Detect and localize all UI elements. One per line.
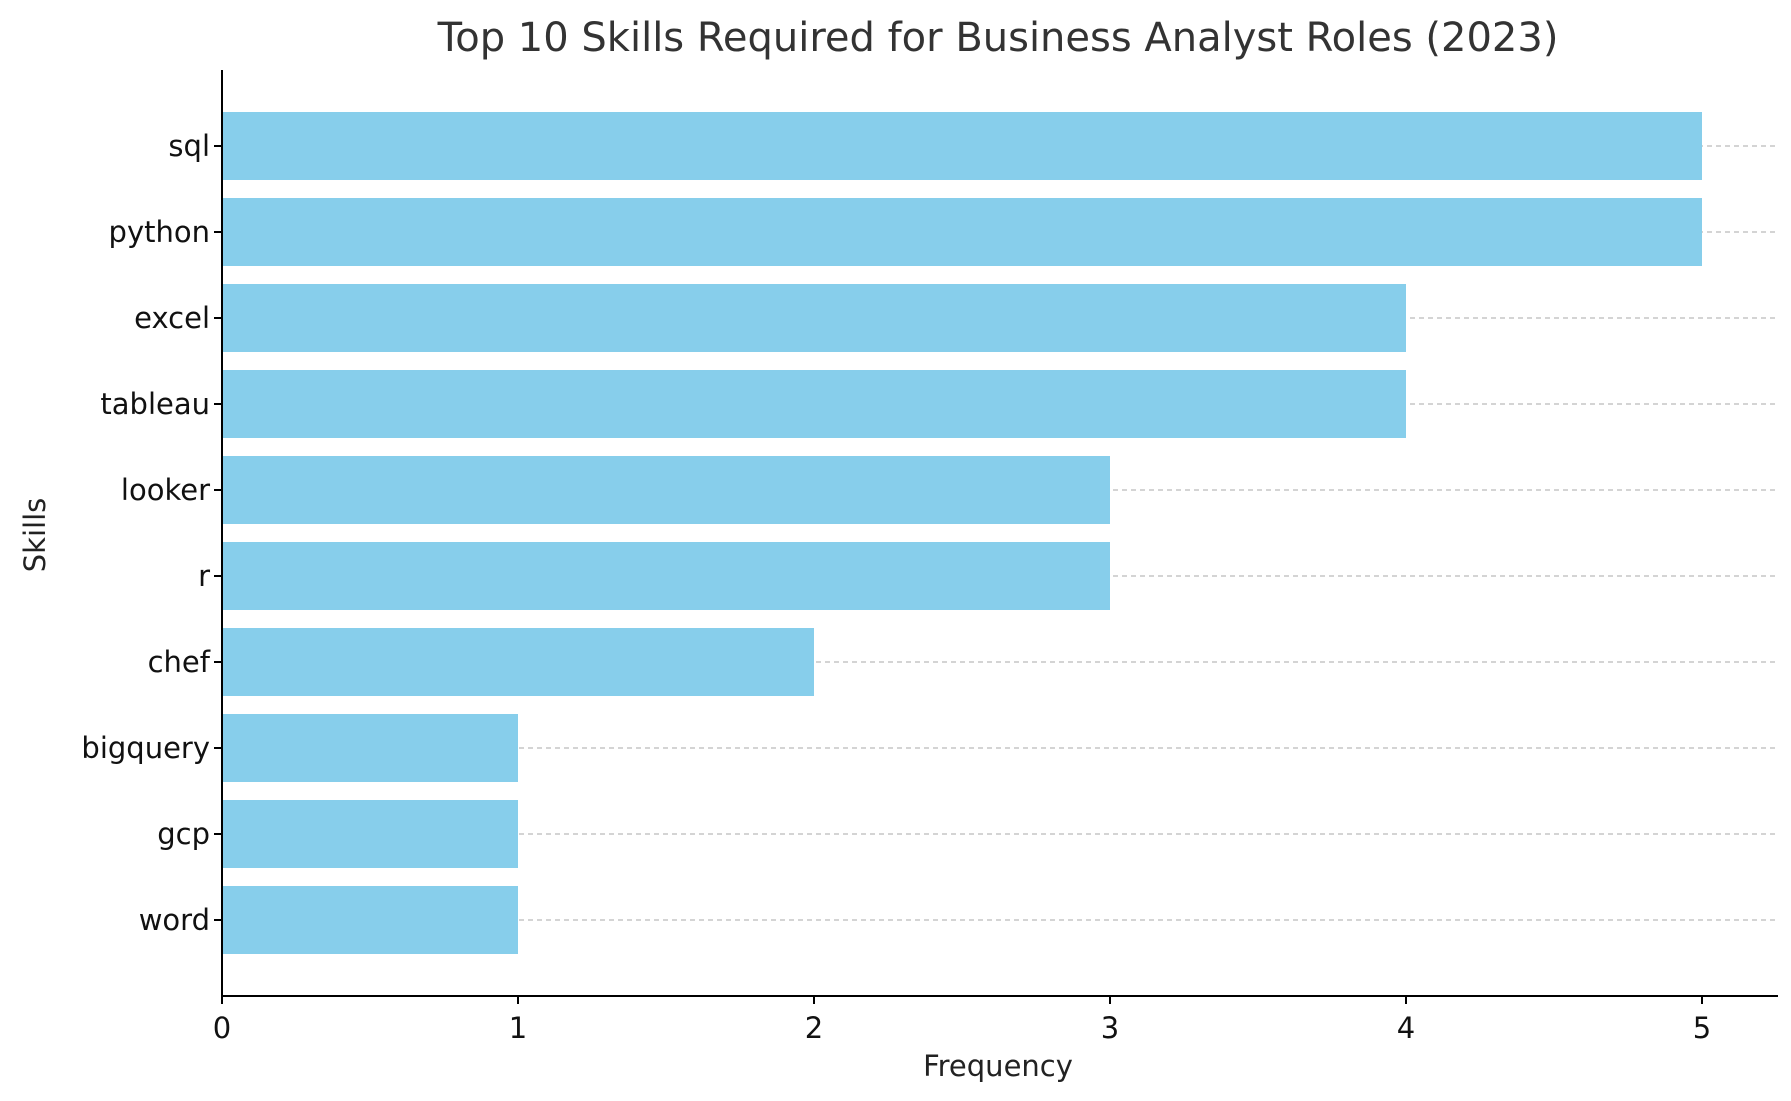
y-tick-labels: sql python excel tableau looker r chef bigquery… (81, 129, 222, 937)
bar-tableau (222, 370, 1406, 438)
bars-layer (222, 112, 1702, 954)
x-tick-label-5: 5 (1693, 1011, 1711, 1045)
x-axis-label: Frequency (923, 1049, 1073, 1083)
y-tick-label-word: word (139, 903, 210, 937)
axes-layer (221, 70, 1778, 997)
y-tick-label-looker: looker (121, 473, 210, 507)
bar-chef (222, 628, 814, 696)
x-tick-label-2: 2 (805, 1011, 823, 1045)
bar-python (222, 198, 1702, 266)
y-tick-label-tableau: tableau (100, 387, 210, 421)
y-tick-label-r: r (198, 559, 210, 593)
y-tick-label-sql: sql (168, 129, 210, 163)
bar-looker (222, 456, 1110, 524)
x-tick-label-4: 4 (1397, 1011, 1415, 1045)
y-tick-label-chef: chef (148, 645, 211, 679)
x-tick-label-1: 1 (509, 1011, 527, 1045)
y-tick-label-excel: excel (134, 301, 210, 335)
bar-r (222, 542, 1110, 610)
x-tick-labels: 0 1 2 3 4 5 (213, 996, 1711, 1045)
bar-gcp (222, 800, 518, 868)
y-axis-label: Skills (18, 498, 52, 572)
y-tick-label-python: python (109, 215, 210, 249)
y-tick-label-gcp: gcp (157, 817, 210, 851)
y-tick-label-bigquery: bigquery (81, 731, 210, 765)
bar-bigquery (222, 714, 518, 782)
bar-excel (222, 284, 1406, 352)
bar-sql (222, 112, 1702, 180)
chart-title: Top 10 Skills Required for Business Anal… (437, 15, 1559, 61)
x-tick-label-3: 3 (1101, 1011, 1119, 1045)
bar-word (222, 886, 518, 954)
x-tick-label-0: 0 (213, 1011, 231, 1045)
